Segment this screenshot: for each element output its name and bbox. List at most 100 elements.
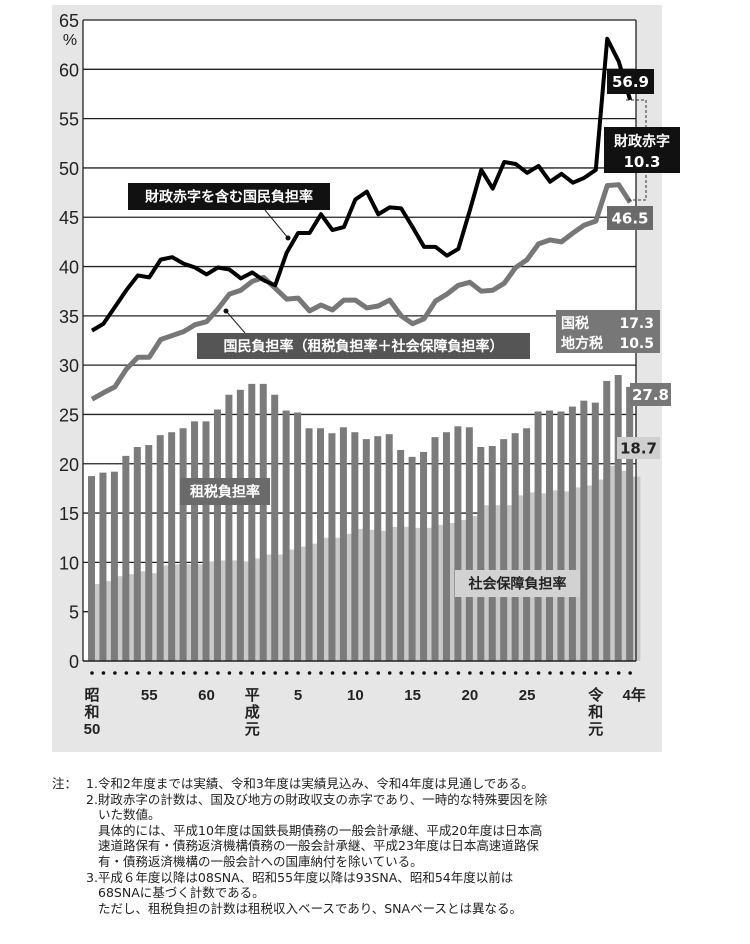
tax-burden-bar bbox=[145, 445, 153, 661]
leader-line bbox=[225, 310, 246, 334]
year-dot bbox=[433, 671, 438, 675]
x-tick-text: 平 bbox=[245, 687, 260, 704]
ss-burden-bar bbox=[251, 558, 263, 661]
x-tick-label: 平成元 bbox=[245, 687, 260, 738]
year-dot bbox=[628, 671, 632, 675]
ss-burden-bar bbox=[411, 527, 423, 661]
tax-burden-bar bbox=[110, 471, 118, 661]
ss-burden-bar bbox=[320, 537, 332, 661]
ss-burden-bar bbox=[171, 564, 183, 661]
tax-bar-label: 租税負担率 bbox=[190, 484, 260, 501]
leader-dot bbox=[223, 308, 229, 314]
x-tick-text: 和 bbox=[84, 704, 99, 721]
year-dot bbox=[330, 671, 335, 675]
x-tick-label: 4年 bbox=[622, 686, 645, 704]
deficit-line-label-box bbox=[128, 183, 330, 210]
ss-burden-bar bbox=[297, 546, 309, 661]
tax-burden-bar bbox=[339, 427, 347, 661]
tax-burden-bar bbox=[282, 410, 290, 661]
burden-value-box bbox=[607, 206, 653, 230]
tax-burden-bar bbox=[88, 476, 95, 661]
ss-burden-bar bbox=[182, 564, 194, 661]
ss-burden-bar bbox=[434, 524, 446, 661]
tax-burden-bar bbox=[374, 436, 382, 661]
year-dot bbox=[616, 671, 621, 675]
note-2-detail-2: 速道路保有・債務返済機構債務の一般会計承継、平成23年度は日本高速道路保 bbox=[98, 838, 539, 854]
year-dot bbox=[124, 671, 129, 675]
tax-burden-bar bbox=[568, 406, 576, 661]
tax-burden-bar bbox=[271, 394, 279, 661]
ss-burden-bar bbox=[354, 528, 366, 661]
year-dot bbox=[90, 671, 94, 675]
tax-burden-bar bbox=[603, 380, 611, 661]
year-dot bbox=[158, 671, 163, 675]
ss-burden-bar bbox=[342, 533, 355, 661]
x-tick-label: 令和元 bbox=[588, 686, 604, 738]
note-2-detail-3: 有・債務返済機構の一般会計への国庫納付を除いている。 bbox=[98, 853, 423, 869]
ss-burden-bar bbox=[125, 574, 137, 661]
ss-burden-bar bbox=[205, 561, 217, 661]
year-dot bbox=[548, 671, 552, 675]
year-dot bbox=[559, 671, 564, 675]
x-tick-text: 15 bbox=[404, 687, 421, 704]
year-dot bbox=[605, 671, 610, 675]
tax-burden-bar bbox=[156, 435, 164, 661]
ss-burden-bar bbox=[606, 465, 618, 661]
year-dot bbox=[147, 671, 152, 675]
ss-value-box bbox=[617, 437, 660, 459]
tax-burden-bar bbox=[546, 410, 553, 661]
local-tax-label: 地方税 bbox=[561, 335, 603, 352]
x-tick-text: 20 bbox=[462, 687, 479, 704]
tax-burden-bar bbox=[488, 446, 496, 661]
y-tick-label: 35 bbox=[59, 307, 79, 327]
year-dot bbox=[284, 671, 289, 675]
year-dot bbox=[445, 671, 449, 675]
year-dot bbox=[250, 671, 255, 675]
tax-burden-bar bbox=[202, 421, 210, 661]
x-tick-label: 25 bbox=[519, 687, 536, 704]
y-tick-label: 30 bbox=[59, 356, 79, 376]
y-tick-label: 40 bbox=[59, 258, 79, 278]
y-tick-label: 5 bbox=[69, 603, 79, 623]
y-unit-label: % bbox=[63, 32, 77, 49]
tax-burden-bar bbox=[580, 400, 588, 661]
year-dot bbox=[193, 671, 197, 675]
national-tax-label: 国税 bbox=[561, 315, 589, 332]
deficit-inclusive-line bbox=[90, 36, 633, 333]
year-dot bbox=[468, 671, 472, 675]
ss-burden-bar bbox=[377, 530, 389, 661]
x-tick-text: 55 bbox=[141, 687, 158, 704]
x-tick-text: 10 bbox=[347, 687, 364, 704]
year-dot bbox=[422, 671, 426, 675]
ss-burden-bar bbox=[594, 479, 607, 661]
x-tick-text: 50 bbox=[84, 721, 101, 738]
x-tick-text: 5 bbox=[294, 687, 302, 704]
tax-burden-bar bbox=[408, 456, 416, 661]
tax-burden-bar bbox=[454, 426, 462, 661]
tax-burden-bar bbox=[122, 455, 130, 661]
year-dot bbox=[136, 671, 140, 675]
y-tick-label: 45 bbox=[59, 208, 79, 228]
tax-burden-bar bbox=[248, 383, 256, 661]
year-dot bbox=[479, 671, 484, 675]
tax-burden-bar bbox=[420, 451, 428, 661]
ss-burden-bar bbox=[228, 560, 240, 661]
x-tick-text: 昭 bbox=[84, 687, 99, 704]
tax-burden-bar bbox=[362, 439, 370, 661]
tax-burden-bar bbox=[317, 428, 324, 661]
y-tick-label: 25 bbox=[59, 405, 79, 425]
year-dot bbox=[594, 671, 598, 675]
ss-burden-bar bbox=[629, 476, 641, 661]
year-dot bbox=[399, 671, 403, 675]
y-tick-label: 60 bbox=[59, 60, 79, 80]
tax-burden-bar bbox=[213, 409, 221, 661]
year-dot bbox=[307, 671, 312, 675]
year-dot bbox=[216, 671, 220, 675]
year-dot bbox=[296, 671, 300, 675]
tax-burden-bar bbox=[511, 433, 519, 661]
x-tick-text: 令 bbox=[588, 686, 604, 704]
ss-bar-label: 社会保障負担率 bbox=[468, 576, 567, 593]
ss-burden-bar bbox=[262, 554, 274, 661]
